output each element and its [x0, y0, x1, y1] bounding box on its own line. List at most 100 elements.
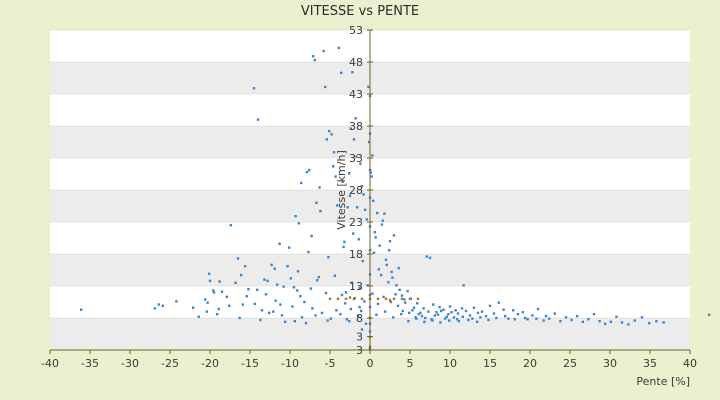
data-point — [80, 308, 83, 311]
x-tick-labels: -40 -35 -30 -25 -20 -15 -10 -5 0 5 10 15 20 25 30 35 40 — [41, 350, 697, 370]
data-point — [389, 300, 392, 304]
data-point — [435, 311, 438, 314]
data-point — [570, 318, 573, 322]
data-point — [397, 266, 400, 270]
data-point — [521, 311, 524, 314]
data-point — [497, 301, 500, 304]
data-point — [344, 291, 348, 294]
data-point — [276, 283, 279, 286]
data-point — [480, 310, 484, 313]
data-point — [492, 312, 496, 315]
data-point — [604, 322, 607, 325]
data-point — [436, 313, 440, 316]
data-point — [358, 305, 361, 309]
data-point — [382, 295, 385, 299]
data-point — [471, 317, 474, 320]
data-point — [384, 258, 388, 261]
data-point — [284, 320, 287, 324]
data-point — [357, 238, 360, 241]
data-point — [336, 204, 339, 207]
data-point — [315, 201, 318, 204]
data-point — [380, 273, 383, 277]
data-point — [457, 320, 460, 323]
data-point — [428, 256, 432, 260]
data-point — [383, 212, 386, 215]
data-point — [212, 289, 215, 292]
data-point — [245, 295, 248, 298]
x-tick-label: 0 — [367, 357, 374, 370]
data-point — [444, 317, 447, 320]
x-tick-label: -30 — [121, 357, 139, 370]
x-tick-label: 5 — [407, 357, 414, 370]
data-point — [461, 315, 464, 318]
data-point — [299, 295, 302, 298]
data-point — [372, 199, 375, 203]
data-point — [327, 256, 330, 259]
data-point — [300, 316, 304, 319]
data-point — [304, 321, 308, 325]
data-point — [387, 280, 390, 284]
data-point — [620, 321, 624, 324]
data-point — [415, 317, 418, 320]
data-point — [507, 317, 510, 320]
data-point — [278, 242, 281, 245]
data-point — [291, 305, 294, 308]
data-point — [406, 289, 409, 293]
data-point — [462, 284, 465, 287]
data-point — [513, 318, 516, 321]
data-point — [288, 246, 291, 249]
y-tick-label: 13 — [349, 280, 363, 293]
data-point — [317, 275, 320, 279]
x-tick-label: 15 — [483, 357, 497, 370]
data-point — [325, 138, 328, 141]
data-point — [548, 317, 551, 320]
y-tick-label: 28 — [349, 184, 363, 197]
data-point — [355, 155, 358, 158]
data-point — [524, 316, 527, 320]
data-point — [373, 231, 376, 234]
data-point — [345, 318, 348, 321]
data-point — [328, 129, 331, 133]
data-point — [334, 175, 337, 178]
data-point — [220, 290, 224, 293]
data-point — [360, 184, 364, 188]
data-point — [526, 318, 529, 321]
data-point — [153, 307, 156, 310]
data-point — [212, 291, 216, 294]
data-point — [332, 165, 335, 168]
data-point — [464, 309, 468, 313]
data-point — [309, 287, 312, 290]
data-point — [376, 211, 379, 215]
data-point — [401, 309, 404, 313]
data-point — [205, 310, 208, 313]
x-tick-label: -10 — [281, 357, 299, 370]
data-point — [424, 316, 427, 320]
data-point — [425, 255, 428, 258]
data-point — [395, 284, 398, 287]
data-point — [378, 244, 381, 247]
data-point — [294, 215, 297, 218]
data-point — [535, 317, 538, 320]
data-point — [615, 315, 618, 318]
data-point — [364, 208, 367, 212]
data-point — [340, 71, 343, 75]
data-point — [392, 316, 395, 319]
data-point — [192, 306, 195, 309]
data-point — [592, 312, 596, 316]
data-point — [336, 297, 340, 300]
data-point — [308, 168, 311, 172]
data-point — [264, 293, 268, 296]
data-point — [343, 240, 346, 244]
y-tick-label: 38 — [349, 120, 363, 133]
data-point — [244, 264, 247, 268]
data-point — [272, 310, 275, 313]
data-point — [197, 315, 200, 318]
data-point — [400, 312, 403, 316]
x-tick-label: -20 — [201, 357, 219, 370]
data-point — [204, 298, 207, 301]
data-point — [377, 268, 380, 271]
data-point — [400, 294, 404, 297]
data-point — [392, 234, 396, 237]
data-point — [467, 318, 470, 322]
data-point — [362, 193, 365, 196]
